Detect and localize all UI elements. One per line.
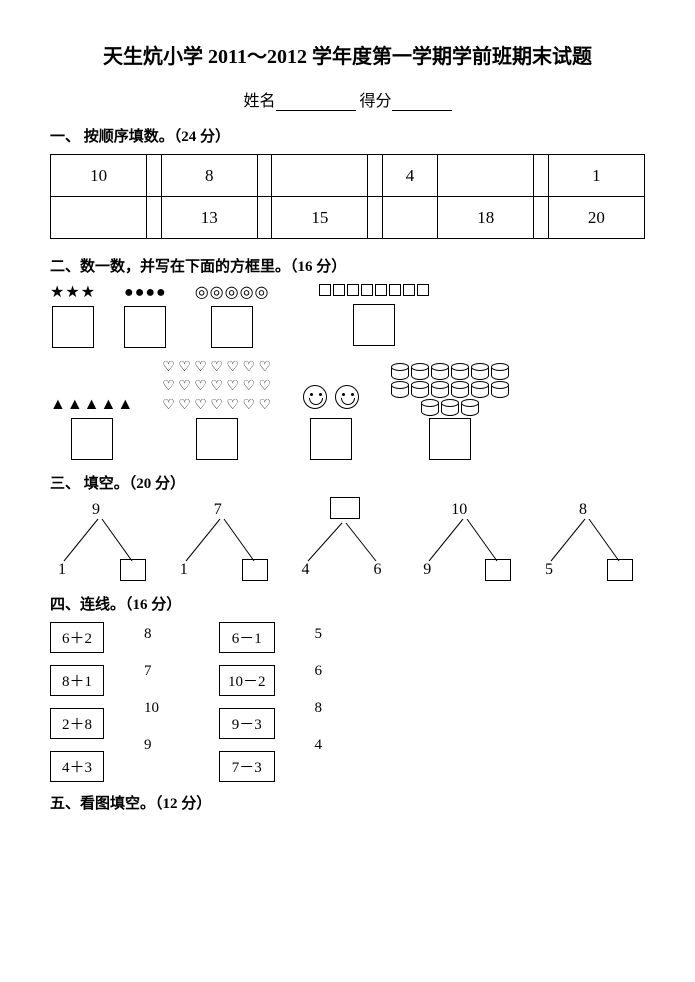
- equation-box[interactable]: 8＋1: [50, 665, 104, 696]
- q1-cell[interactable]: [368, 197, 382, 239]
- bond-right-box[interactable]: [607, 559, 633, 581]
- q2-item-triangles: ▲▲▲▲▲: [50, 396, 134, 460]
- triangle-icon: ▲▲▲▲▲: [50, 396, 134, 414]
- q2-item-cylinders: [391, 364, 509, 460]
- square-icon: [318, 284, 430, 300]
- cylinder-icon: [391, 364, 509, 418]
- q1-cell[interactable]: 18: [438, 197, 534, 239]
- answer-box[interactable]: [52, 306, 94, 348]
- q1-cell[interactable]: [147, 197, 161, 239]
- equation-box[interactable]: 2＋8: [50, 708, 104, 739]
- answer-box[interactable]: [124, 306, 166, 348]
- q4-col-a: 6＋2 8＋1 2＋8 4＋3 8 7 10 9: [50, 622, 159, 782]
- answer-value[interactable]: 4: [315, 733, 323, 758]
- number-bond: 10 9: [419, 501, 519, 579]
- table-row: 13 15 18 20: [51, 197, 645, 239]
- bond-right-box[interactable]: [120, 559, 146, 581]
- q1-cell[interactable]: [534, 155, 548, 197]
- name-label: 姓名: [243, 93, 275, 110]
- smiley-icon: [299, 385, 363, 414]
- q3-row: 9 1 7 1 4 6 10 9 8 5: [50, 501, 645, 579]
- q1-table: 10 8 4 1 13 15 18 20: [50, 154, 645, 239]
- number-bond: 8 5: [541, 501, 641, 579]
- heart-icon: ♡ ♡ ♡ ♡ ♡ ♡ ♡: [162, 360, 271, 375]
- bond-right-box[interactable]: [242, 559, 268, 581]
- name-blank[interactable]: [276, 93, 356, 111]
- equation-box[interactable]: 6＋2: [50, 622, 104, 653]
- circle-double-icon: ◎◎◎◎◎: [195, 284, 270, 302]
- answer-box[interactable]: [211, 306, 253, 348]
- q2-item-stars: ★★★: [50, 284, 96, 348]
- bond-right-box[interactable]: [485, 559, 511, 581]
- q1-cell[interactable]: [272, 155, 368, 197]
- q4-col-b: 6－1 10－2 9－3 7－3 5 6 8 4: [219, 622, 322, 782]
- q2-heading: 二、数一数，并写在下面的方框里。（16 分）: [50, 255, 645, 276]
- q2-item-hearts: ♡ ♡ ♡ ♡ ♡ ♡ ♡ ♡ ♡ ♡ ♡ ♡ ♡ ♡ ♡ ♡ ♡ ♡ ♡ ♡ …: [162, 360, 271, 460]
- equation-box[interactable]: 10－2: [219, 665, 275, 696]
- bond-left: 5: [545, 561, 553, 579]
- equation-box[interactable]: 4＋3: [50, 751, 104, 782]
- q3-heading: 三、 填空。（20 分）: [50, 472, 645, 493]
- q1-cell[interactable]: [534, 197, 548, 239]
- answer-value[interactable]: 6: [315, 659, 323, 684]
- q4-container: 6＋2 8＋1 2＋8 4＋3 8 7 10 9 6－1 10－2 9－3 7－…: [50, 622, 645, 782]
- q2-item-smileys: [299, 385, 363, 460]
- q1-heading: 一、 按顺序填数。（24 分）: [50, 125, 645, 146]
- q1-cell[interactable]: [257, 155, 271, 197]
- q1-cell[interactable]: 13: [161, 197, 257, 239]
- number-bond: 4 6: [298, 501, 398, 579]
- table-row: 10 8 4 1: [51, 155, 645, 197]
- bond-left: 4: [302, 561, 310, 579]
- q1-cell[interactable]: 10: [51, 155, 147, 197]
- answer-box[interactable]: [310, 418, 352, 460]
- q1-cell[interactable]: [147, 155, 161, 197]
- q2-item-squares: [318, 284, 430, 348]
- q1-cell[interactable]: 1: [548, 155, 644, 197]
- bond-top-box[interactable]: [330, 497, 360, 519]
- circle-solid-icon: ●●●●: [124, 284, 167, 302]
- answer-box[interactable]: [196, 418, 238, 460]
- star-icon: ★★★: [50, 284, 96, 302]
- bond-left: 1: [180, 561, 188, 579]
- name-score-line: 姓名 得分: [50, 87, 645, 111]
- q1-cell[interactable]: [438, 155, 534, 197]
- q1-cell[interactable]: [382, 197, 437, 239]
- heart-icon: ♡ ♡ ♡ ♡ ♡ ♡ ♡: [162, 379, 271, 394]
- number-bond: 7 1: [176, 501, 276, 579]
- answer-box[interactable]: [353, 304, 395, 346]
- q1-cell[interactable]: 15: [272, 197, 368, 239]
- answer-value[interactable]: 10: [144, 696, 159, 721]
- answer-value[interactable]: 8: [315, 696, 323, 721]
- q4-heading: 四、连线。（16 分）: [50, 593, 645, 614]
- score-blank[interactable]: [392, 93, 452, 111]
- q2-item-double-circles: ◎◎◎◎◎: [195, 284, 270, 348]
- bond-left: 1: [58, 561, 66, 579]
- q1-cell[interactable]: 4: [382, 155, 437, 197]
- equation-box[interactable]: 7－3: [219, 751, 275, 782]
- q5-heading: 五、看图填空。（12 分）: [50, 792, 645, 813]
- answer-value[interactable]: 8: [144, 622, 159, 647]
- q1-cell[interactable]: 8: [161, 155, 257, 197]
- answer-box[interactable]: [429, 418, 471, 460]
- number-bond: 9 1: [54, 501, 154, 579]
- equation-box[interactable]: 9－3: [219, 708, 275, 739]
- heart-icon: ♡ ♡ ♡ ♡ ♡ ♡ ♡: [162, 398, 271, 413]
- q2-row-1: ★★★ ●●●● ◎◎◎◎◎: [50, 284, 645, 348]
- q1-cell[interactable]: [51, 197, 147, 239]
- page-title: 天生炕小学 2011～2012 学年度第一学期学前班期末试题: [50, 40, 645, 69]
- q1-cell[interactable]: 20: [548, 197, 644, 239]
- answer-value[interactable]: 7: [144, 659, 159, 684]
- answer-value[interactable]: 5: [315, 622, 323, 647]
- q2-row-2: ▲▲▲▲▲ ♡ ♡ ♡ ♡ ♡ ♡ ♡ ♡ ♡ ♡ ♡ ♡ ♡ ♡ ♡ ♡ ♡ …: [50, 360, 645, 460]
- answer-value[interactable]: 9: [144, 733, 159, 758]
- q1-cell[interactable]: [257, 197, 271, 239]
- q2-item-circles: ●●●●: [124, 284, 167, 348]
- bond-right: 6: [374, 561, 382, 579]
- answer-box[interactable]: [71, 418, 113, 460]
- bond-left: 9: [423, 561, 431, 579]
- equation-box[interactable]: 6－1: [219, 622, 275, 653]
- score-label: 得分: [360, 93, 392, 110]
- q1-cell[interactable]: [368, 155, 382, 197]
